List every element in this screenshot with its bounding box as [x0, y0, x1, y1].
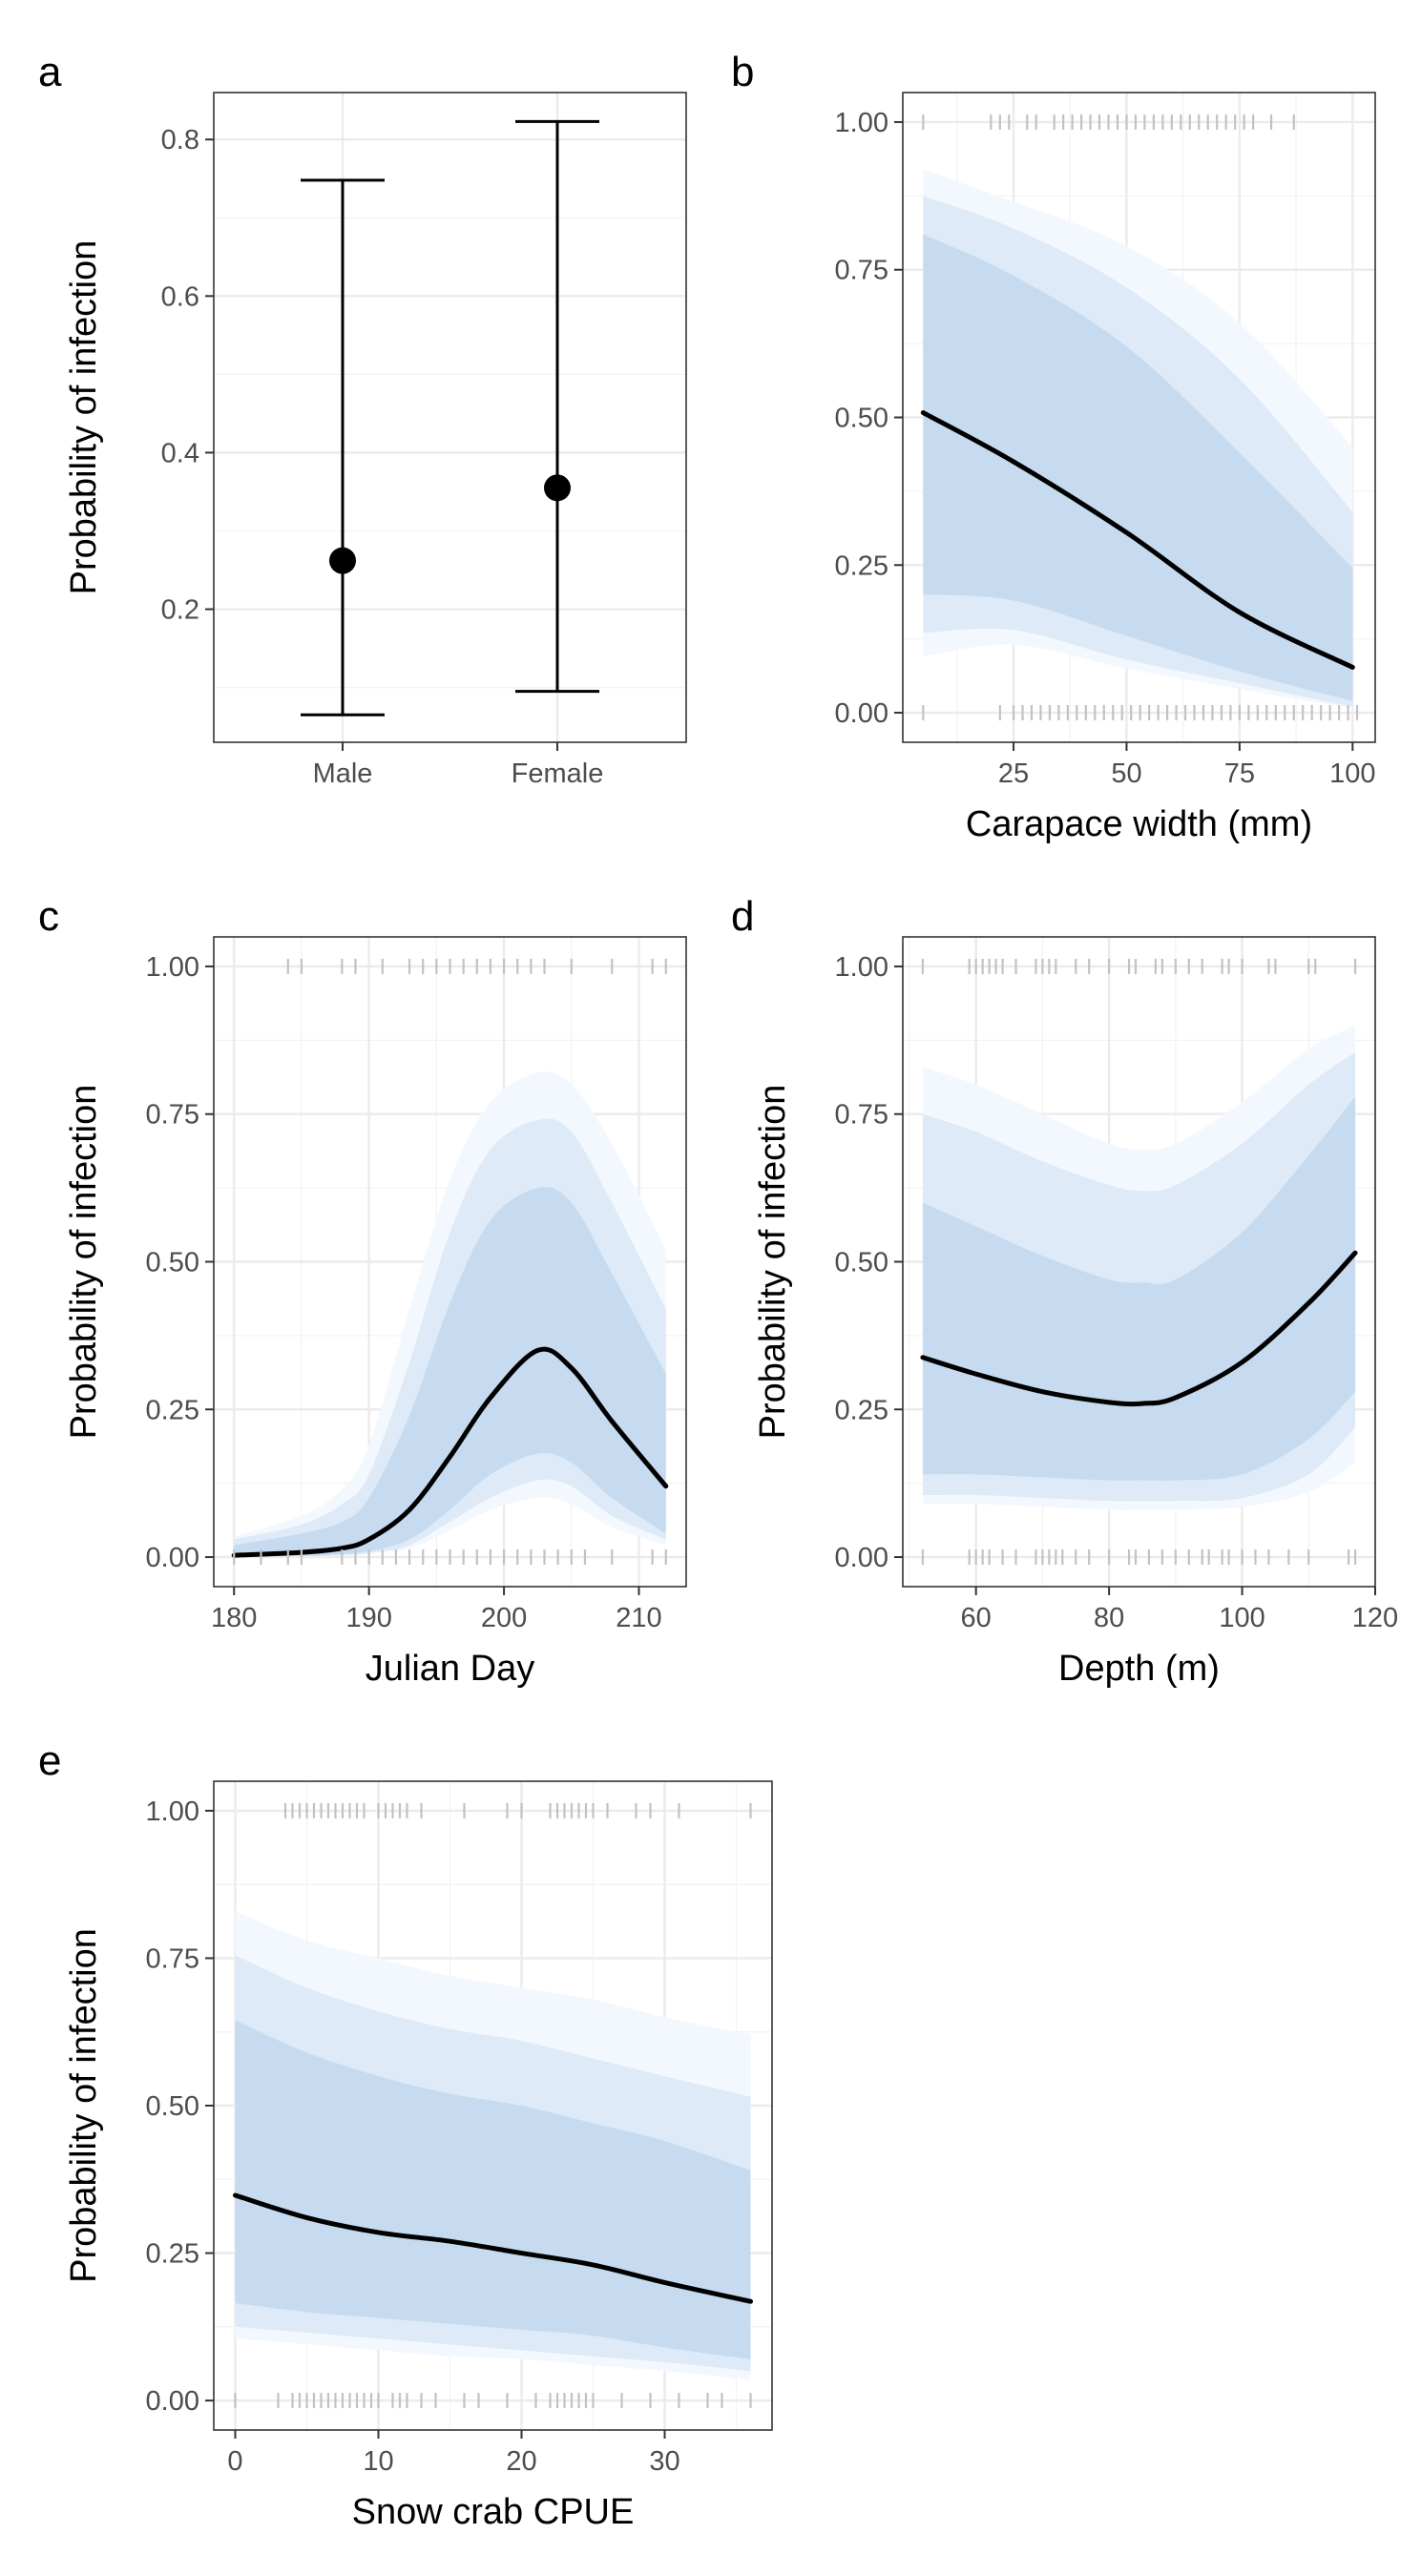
x-tick-label: 200: [481, 1603, 527, 1633]
y-tick-label: 0.75: [835, 256, 888, 286]
y-tick-label: 0.50: [146, 2091, 199, 2122]
confidence-band-80: [923, 234, 1353, 701]
y-tick-label: 0.25: [835, 1395, 888, 1425]
panel-label-b: b: [731, 49, 754, 95]
x-tick-label: 10: [363, 2446, 393, 2477]
panel-d: 0.00 0.25 0.50 0.75 1.00 60 80 100 120 Depth (m) P…: [731, 893, 1398, 1689]
y-tick-label: 0.75: [835, 1100, 888, 1131]
y-tick-label: 0.00: [146, 1543, 199, 1573]
point-estimate-male: [329, 547, 356, 574]
confidence-band-80: [235, 2020, 751, 2359]
x-axis-title: Depth (m): [1058, 1649, 1220, 1689]
x-tick-label-male: Male: [313, 758, 373, 789]
fitted-line: [920, 1250, 1358, 1407]
panel-label-e: e: [38, 1737, 61, 1784]
y-axis-title: Probability of infection: [64, 1928, 104, 2283]
y-tick-label: 0.6: [161, 281, 199, 312]
x-axis-title: Snow crab CPUE: [352, 2492, 635, 2532]
y-tick-label: 0.50: [835, 1248, 888, 1278]
y-tick-label: 1.00: [835, 108, 888, 138]
x-axis-title: Carapace width (mm): [966, 804, 1312, 844]
y-tick-label: 0.4: [161, 438, 199, 468]
panel-label-c: c: [38, 893, 59, 940]
y-tick-label: 0.25: [146, 1395, 199, 1425]
panel-label-a: a: [38, 49, 62, 95]
x-tick-label: 20: [506, 2446, 536, 2477]
x-tick-label: 30: [649, 2446, 679, 2477]
x-tick-label: 100: [1219, 1603, 1264, 1633]
x-tick-label: 100: [1329, 758, 1375, 789]
y-axis-title: Probability of infection: [64, 1085, 104, 1440]
y-tick-label: 0.8: [161, 125, 199, 156]
x-tick-label-female: Female: [512, 758, 604, 789]
panel-a: 0.2 0.4 0.6 0.8 Male Female Probability of inf…: [38, 49, 687, 789]
panel-border: [213, 92, 687, 743]
y-tick-label: 0.75: [146, 1100, 199, 1131]
fitted-line: [233, 2192, 753, 2304]
x-tick-label: 190: [345, 1603, 391, 1633]
x-tick-label: 60: [961, 1603, 992, 1633]
y-tick-label: 0.00: [835, 698, 888, 729]
y-tick-label: 0.2: [161, 595, 199, 626]
y-tick-label: 0.00: [146, 2386, 199, 2417]
y-tick-label: 0.25: [835, 551, 888, 581]
panel-b: 0.00 0.25 0.50 0.75 1.00 25 50 75 100 Carapace wi…: [731, 49, 1376, 844]
x-tick-label: 75: [1224, 758, 1255, 789]
y-axis-title: Probability of infection: [64, 240, 104, 595]
y-tick-label: 0.50: [146, 1248, 199, 1278]
y-tick-label: 0.50: [835, 404, 888, 434]
x-tick-label: 210: [616, 1603, 661, 1633]
y-tick-label: 1.00: [835, 952, 888, 983]
panel-e: 0.00 0.25 0.50 0.75 1.00 0 10 20 30 Snow crab CPU…: [38, 1737, 773, 2532]
x-tick-label: 180: [211, 1603, 257, 1633]
x-axis-title: Julian Day: [366, 1649, 534, 1689]
x-tick-label: 0: [227, 2446, 242, 2477]
fitted-line: [920, 410, 1355, 670]
panel-c: 0.00 0.25 0.50 0.75 1.00 180 190 200 210 Julian D…: [38, 893, 687, 1689]
y-tick-label: 0.75: [146, 1943, 199, 1974]
panel-label-d: d: [731, 893, 754, 940]
y-tick-label: 0.00: [835, 1543, 888, 1573]
x-tick-label: 50: [1111, 758, 1141, 789]
y-tick-label: 1.00: [146, 1797, 199, 1827]
x-tick-label: 25: [998, 758, 1029, 789]
fitted-line: [231, 1346, 669, 1558]
x-tick-label: 120: [1352, 1603, 1398, 1633]
y-tick-label: 0.25: [146, 2239, 199, 2270]
y-axis-title: Probability of infection: [753, 1085, 793, 1440]
y-tick-label: 1.00: [146, 952, 199, 983]
confidence-band-80: [234, 1187, 666, 1558]
point-estimate-female: [544, 474, 571, 502]
x-tick-label: 80: [1094, 1603, 1124, 1633]
confidence-band-80: [922, 1096, 1356, 1482]
